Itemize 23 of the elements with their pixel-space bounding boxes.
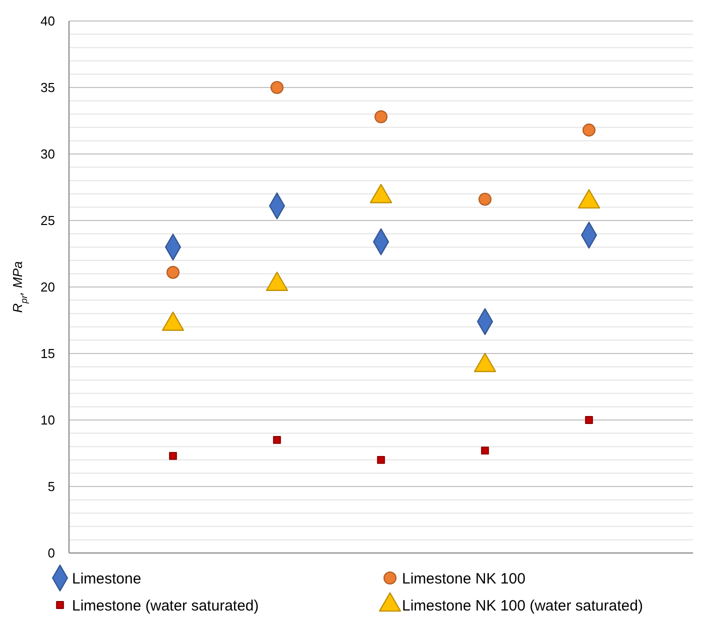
point bbox=[481, 446, 489, 455]
point bbox=[377, 456, 385, 464]
legend-label: Limestone NK 100 (water saturated) bbox=[402, 597, 643, 614]
y-tick-label: 0 bbox=[48, 546, 55, 561]
y-tick-label: 40 bbox=[40, 14, 55, 29]
y-tick-label: 5 bbox=[48, 479, 55, 494]
y-tick-label: 15 bbox=[40, 346, 55, 362]
y-tick-label: 20 bbox=[40, 280, 55, 295]
point bbox=[273, 436, 281, 444]
point bbox=[478, 192, 492, 206]
point bbox=[169, 452, 177, 460]
legend-label: Limestone NK 100 bbox=[402, 570, 526, 588]
y-tick-label: 25 bbox=[40, 213, 55, 228]
y-tick-label: 30 bbox=[40, 146, 55, 162]
legend-label: Limestone bbox=[72, 570, 142, 588]
point bbox=[585, 416, 593, 424]
point bbox=[582, 124, 596, 137]
point bbox=[374, 110, 388, 124]
point bbox=[166, 266, 180, 279]
y-tick-label: 35 bbox=[40, 80, 55, 96]
legend-label: Limestone (water saturated) bbox=[72, 597, 259, 614]
y-tick-label: 10 bbox=[40, 412, 55, 428]
point bbox=[270, 80, 284, 94]
